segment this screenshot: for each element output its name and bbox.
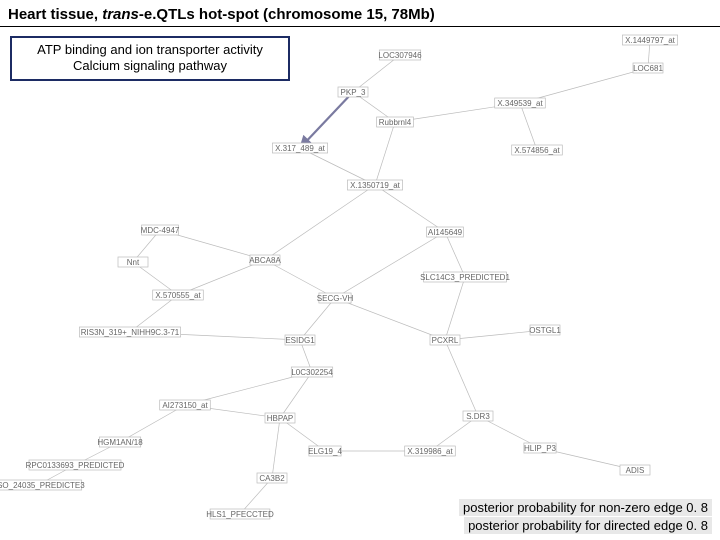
network-edge xyxy=(300,298,335,340)
network-edge xyxy=(375,122,395,185)
network-canvas: X.1449797_at LOC307946 LOC681 PKP_3 X.349539… xyxy=(0,0,720,540)
network-node-label: ELG19_4 xyxy=(308,447,342,456)
network-edge xyxy=(120,405,185,442)
network-node-label: ESIDG1 xyxy=(285,336,315,345)
network-edge xyxy=(445,277,465,340)
legend-line-1: posterior probability for non-zero edge … xyxy=(459,499,712,516)
network-node-label: RIS3N_319+_NIHH9C.3-71 xyxy=(81,328,180,337)
network-edge xyxy=(272,418,280,478)
network-node-label: MDC-4947 xyxy=(141,226,180,235)
network-edge xyxy=(335,232,445,298)
network-node-label: X.319986_at xyxy=(407,447,453,456)
network-node-label: RSO_24035_PREDICTE3 xyxy=(0,481,85,490)
network-node-label: AI273150_at xyxy=(162,401,208,410)
network-edge xyxy=(445,340,478,416)
network-node-label: HLS1_PFECCTED xyxy=(206,510,274,519)
network-node-label: LOC681 xyxy=(633,64,663,73)
network-edge xyxy=(300,92,353,148)
legend-line-2: posterior probability for directed edge … xyxy=(464,517,712,534)
network-node-label: AI145649 xyxy=(428,228,463,237)
network-node-label: ABCA8A xyxy=(249,256,281,265)
network-node-label: X.1350719_at xyxy=(350,181,401,190)
network-edge xyxy=(265,260,335,298)
network-node-label: X.574856_at xyxy=(514,146,560,155)
network-node-label: X.570555_at xyxy=(155,291,201,300)
network-node-label: X.1449797_at xyxy=(625,36,676,45)
network-node-label: PCXRL xyxy=(432,336,459,345)
network-node-label: ADIS xyxy=(626,466,645,475)
network-node-label: HBPAP xyxy=(267,414,294,423)
network-edge xyxy=(520,103,537,150)
network-node-label: OSTGL1 xyxy=(529,326,561,335)
network-node-label: X.349539_at xyxy=(497,99,543,108)
network-node-label: SECG-VH xyxy=(317,294,354,303)
network-edge xyxy=(335,298,445,340)
network-edge xyxy=(353,55,400,92)
network-node-label: LOC307946 xyxy=(378,51,422,60)
network-edge xyxy=(265,185,375,260)
network-node-label: PKP_3 xyxy=(341,88,366,97)
network-node-label: HLIP_P3 xyxy=(524,444,557,453)
network-edge xyxy=(240,478,272,514)
network-edge xyxy=(445,232,465,277)
network-node-label: X.317_489_at xyxy=(275,144,326,153)
network-node-label: L0C302254 xyxy=(291,368,333,377)
network-node-label: SLC14C3_PREDICTED1 xyxy=(420,273,510,282)
network-node-label: RPC0133693_PREDICTED xyxy=(26,461,125,470)
network-node-label: HGM1AN/18 xyxy=(97,438,143,447)
network-node-label: CA3B2 xyxy=(259,474,285,483)
network-edge xyxy=(300,148,375,185)
network-node-label: S.DR3 xyxy=(466,412,490,421)
network-edge xyxy=(375,185,445,232)
network-node-label: Nnt xyxy=(127,258,140,267)
network-edge xyxy=(130,295,178,332)
network-node-label: Rubbrnl4 xyxy=(379,118,412,127)
